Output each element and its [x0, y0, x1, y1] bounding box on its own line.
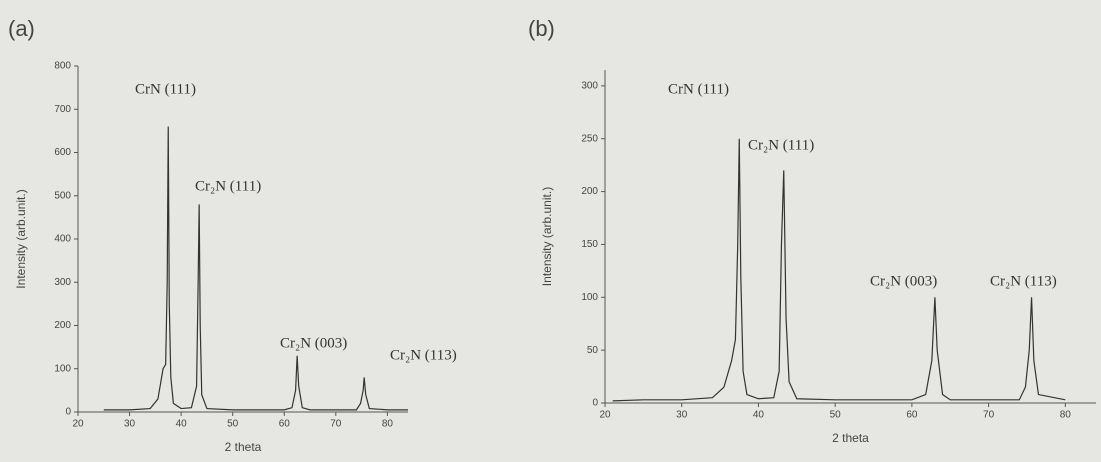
x-tick-label: 70	[330, 419, 342, 430]
figure: (a)2030405060708001002003004005006007008…	[0, 0, 1101, 462]
y-tick-label: 200	[581, 186, 598, 197]
x-tick-label: 30	[676, 410, 688, 421]
peak-annotation: Cr₂N (111)	[195, 178, 261, 194]
y-tick-label: 400	[54, 234, 71, 245]
y-tick-label: 250	[581, 133, 598, 144]
x-tick-label: 60	[906, 410, 918, 421]
x-tick-label: 40	[753, 410, 765, 421]
peak-annotation: CrN (111)	[668, 81, 729, 97]
y-tick-label: 700	[54, 104, 71, 115]
y-tick-label: 100	[54, 363, 71, 374]
data-line	[104, 127, 408, 410]
x-tick-label: 70	[983, 410, 995, 421]
y-tick-label: 50	[587, 345, 599, 356]
y-axis-label: Intensity (arb.unit.)	[14, 189, 28, 288]
x-axis-label: 2 theta	[225, 440, 262, 454]
peak-annotation: Cr₂N (111)	[748, 137, 814, 153]
x-tick-label: 80	[382, 419, 394, 430]
peak-annotation: Cr₂N (003)	[280, 335, 347, 351]
panel-label: (b)	[528, 16, 555, 41]
peak-annotation: Cr₂N (003)	[870, 273, 937, 289]
x-tick-label: 20	[599, 410, 611, 421]
y-tick-label: 200	[54, 320, 71, 331]
y-tick-label: 150	[581, 239, 598, 250]
y-tick-label: 300	[54, 277, 71, 288]
y-tick-label: 0	[592, 398, 598, 409]
y-tick-label: 500	[54, 190, 71, 201]
peak-annotation: Cr₂N (113)	[990, 273, 1057, 289]
x-tick-label: 40	[176, 419, 188, 430]
x-tick-label: 60	[279, 419, 291, 430]
x-tick-label: 80	[1060, 410, 1072, 421]
y-tick-label: 0	[65, 407, 71, 418]
peak-annotation: Cr₂N (113)	[390, 347, 457, 363]
y-tick-label: 600	[54, 147, 71, 158]
y-tick-label: 800	[54, 61, 71, 72]
x-tick-label: 20	[72, 419, 84, 430]
x-axis-label: 2 theta	[832, 431, 869, 445]
y-tick-label: 300	[581, 80, 598, 91]
x-tick-label: 50	[227, 419, 239, 430]
x-tick-label: 30	[124, 419, 136, 430]
y-axis-label: Intensity (arb.unit.)	[540, 187, 554, 286]
data-line	[613, 139, 1066, 401]
panel-label: (a)	[8, 16, 35, 41]
x-tick-label: 50	[830, 410, 842, 421]
peak-annotation: CrN (111)	[135, 81, 196, 97]
y-tick-label: 100	[581, 292, 598, 303]
